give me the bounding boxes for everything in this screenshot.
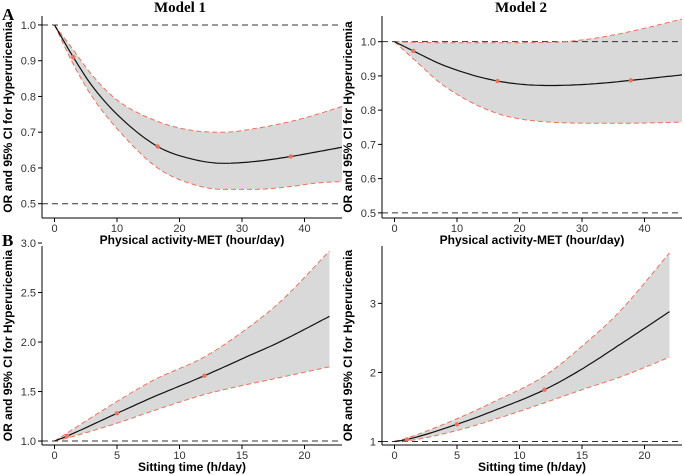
y-tick-label: 2.5 bbox=[21, 288, 36, 300]
y-tick-label: 1 bbox=[370, 437, 376, 449]
x-tick-label: 5 bbox=[114, 450, 120, 462]
ci-lower-line bbox=[394, 41, 683, 124]
x-tick-label: 10 bbox=[111, 223, 123, 235]
y-tick-label: 0.6 bbox=[361, 174, 376, 186]
ci-upper-line bbox=[394, 252, 670, 442]
chart-panel-a1: 0 10 20 30 40 0.5 0.6 0.7 0.8 0.9 1.0 Physical acti… bbox=[1, 16, 343, 247]
column-title-model-1: Model 1 bbox=[154, 0, 206, 16]
y-tick-label: 1.0 bbox=[21, 20, 36, 32]
x-tick-label: 40 bbox=[298, 223, 310, 235]
ci-band bbox=[54, 24, 342, 190]
x-tick-label: 15 bbox=[236, 450, 248, 462]
knot-point bbox=[628, 78, 633, 83]
y-tick-label: 0.9 bbox=[361, 71, 376, 83]
x-tick-label: 15 bbox=[576, 450, 588, 462]
column-title-model-2: Model 2 bbox=[495, 0, 547, 16]
y-tick-label: 1.0 bbox=[361, 37, 376, 49]
row-label-b: B bbox=[2, 231, 13, 250]
knot-point bbox=[542, 387, 547, 392]
x-tick-label: 10 bbox=[513, 450, 525, 462]
y-tick-label: 0.5 bbox=[361, 208, 376, 220]
x-axis-title: Physical activity-MET (hour/day) bbox=[100, 233, 285, 247]
y-tick-label: 3 bbox=[370, 298, 376, 310]
x-tick-label: 0 bbox=[391, 223, 397, 235]
x-axis-title: Physical activity-MET (hour/day) bbox=[440, 233, 625, 247]
ci-upper-line bbox=[394, 18, 683, 44]
knot-point bbox=[114, 411, 120, 416]
x-tick-label: 0 bbox=[51, 223, 57, 235]
estimate-line bbox=[54, 315, 330, 442]
y-tick-label: 1.0 bbox=[21, 436, 36, 448]
x-tick-label: 20 bbox=[513, 223, 525, 235]
knot-point bbox=[404, 437, 410, 442]
x-tick-label: 30 bbox=[576, 223, 588, 235]
x-tick-label: 30 bbox=[236, 223, 248, 235]
y-axis-title: OR and 95% CI for Hyperuricemia bbox=[1, 21, 15, 213]
y-tick-label: 3.0 bbox=[21, 238, 36, 250]
knot-point bbox=[71, 54, 76, 60]
knot-point bbox=[288, 154, 293, 159]
y-tick-label: 1.5 bbox=[21, 387, 36, 399]
x-axis-title: Sitting time (h/day) bbox=[478, 460, 586, 474]
knot-point bbox=[454, 422, 460, 427]
y-tick-label: 0.5 bbox=[21, 199, 36, 211]
x-tick-label: 10 bbox=[451, 223, 463, 235]
y-tick-label: 0.8 bbox=[21, 91, 36, 103]
ci-band bbox=[394, 252, 670, 442]
knot-point bbox=[495, 78, 500, 84]
ci-band bbox=[394, 19, 682, 124]
y-tick-label: 0.7 bbox=[361, 139, 376, 151]
ci-lower-line bbox=[54, 366, 330, 442]
ci-upper-line bbox=[54, 24, 343, 133]
y-tick-label: 0.9 bbox=[21, 56, 36, 68]
ci-lower-line bbox=[54, 24, 343, 190]
y-tick-label: 2 bbox=[370, 367, 376, 379]
y-tick-label: 0.7 bbox=[21, 127, 36, 139]
knot-point bbox=[411, 48, 416, 54]
knot-point bbox=[202, 373, 207, 378]
x-tick-label: 20 bbox=[298, 450, 310, 462]
chart-panel-b1: 0 5 10 15 20 1.0 1.5 2.0 2.5 3.0 Sitting time (h/d… bbox=[1, 238, 342, 474]
x-tick-label: 5 bbox=[454, 450, 460, 462]
chart-panel-b2: 0 5 10 15 20 1 2 3 Sitting time (h/day) OR and 95… bbox=[341, 246, 682, 474]
y-tick-label: 2.0 bbox=[21, 337, 36, 349]
row-label-a: A bbox=[2, 5, 15, 24]
estimate-line bbox=[53, 24, 343, 164]
x-tick-label: 10 bbox=[173, 450, 185, 462]
chart-panel-a2: 0 10 20 30 40 0.5 0.6 0.7 0.8 0.9 1.0 Physical acti… bbox=[341, 16, 683, 247]
y-axis-title: OR and 95% CI for Hyperuricemia bbox=[1, 249, 15, 441]
y-tick-label: 0.6 bbox=[21, 163, 36, 175]
x-axis-title: Sitting time (h/day) bbox=[138, 460, 246, 474]
estimate-line bbox=[394, 41, 683, 87]
y-tick-label: 0.8 bbox=[361, 105, 376, 117]
y-axis-title: OR and 95% CI for Hyperuricemia bbox=[341, 249, 355, 441]
knot-point bbox=[155, 144, 160, 149]
x-tick-label: 0 bbox=[391, 450, 397, 462]
x-tick-label: 20 bbox=[173, 223, 185, 235]
estimate-line bbox=[394, 311, 670, 443]
y-axis-title: OR and 95% CI for Hyperuricemia bbox=[341, 21, 355, 213]
x-tick-label: 40 bbox=[638, 223, 650, 235]
ci-band bbox=[54, 251, 330, 441]
x-tick-label: 0 bbox=[51, 450, 57, 462]
x-tick-label: 20 bbox=[638, 450, 650, 462]
knot-point bbox=[64, 433, 70, 439]
